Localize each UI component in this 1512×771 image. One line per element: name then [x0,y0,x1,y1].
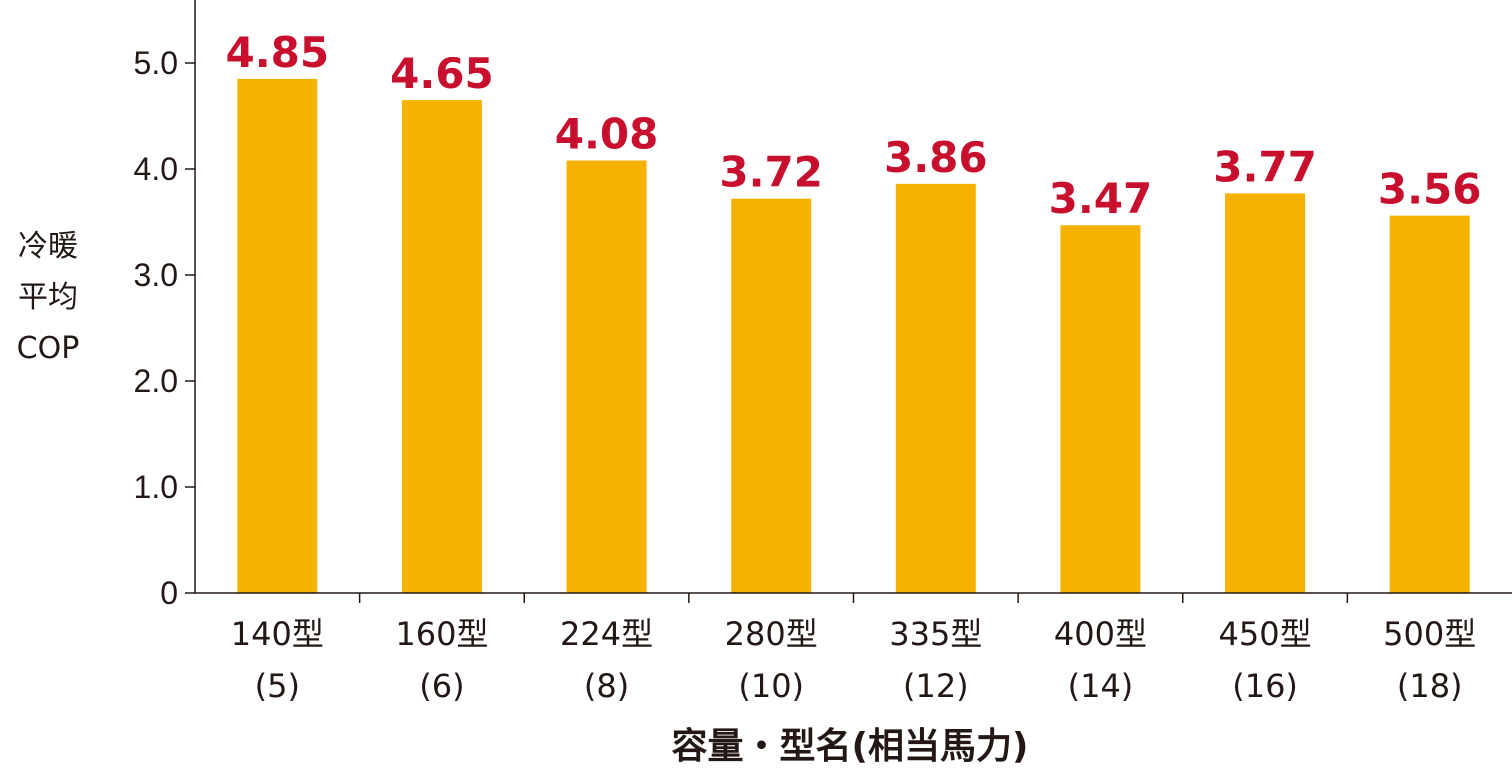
bar-value-label: 3.72 [719,148,823,197]
y-tick-label: 4.0 [134,151,178,187]
x-tick-label: 335型 [889,615,982,653]
bar-value-label: 4.85 [225,28,329,77]
x-tick-label: 400型 [1054,615,1147,653]
bar [731,198,812,593]
bar-value-label: 3.86 [884,133,988,182]
x-axis-ticks: 140型 (5) 160型 (6) 224型 (8) 280型 (10) 335型 (12) 400… [231,593,1476,705]
bar [401,100,482,593]
bar [1060,225,1141,593]
bar [1225,193,1306,593]
x-tick-sublabel: (5) [255,667,300,705]
bar-value-label: 3.56 [1378,165,1482,214]
y-tick-label: 0 [160,575,178,611]
bar [895,183,976,593]
x-tick-label: 160型 [395,615,488,653]
y-tick-label: 5.0 [134,45,178,81]
bar [566,160,647,593]
y-axis-label: 冷暖 平均 COP [17,229,80,366]
y-tick-label: 2.0 [134,363,178,399]
x-tick-label: 500型 [1383,615,1476,653]
x-tick-label: 450型 [1219,615,1312,653]
x-tick-sublabel: (12) [903,667,969,705]
y-tick-label: 3.0 [134,257,178,293]
x-tick-label: 140型 [231,615,324,653]
x-tick-sublabel: (18) [1397,667,1463,705]
bar-value-label: 3.77 [1213,142,1317,191]
y-axis-ticks: 0 1.0 2.0 3.0 4.0 5.0 [134,45,195,611]
x-tick-sublabel: (16) [1232,667,1298,705]
x-tick-sublabel: (10) [738,667,804,705]
y-tick-label: 1.0 [134,469,178,505]
y-axis-label-line: COP [17,331,80,366]
bar [237,78,318,593]
bar-value-label: 3.47 [1049,174,1153,223]
x-axis-label: 容量・型名(相当馬力) [672,726,1029,767]
bar-value-label: 4.65 [390,49,494,98]
x-tick-sublabel: (8) [584,667,629,705]
bar-value-label: 4.08 [555,110,659,159]
x-tick-sublabel: (6) [419,667,464,705]
bar [1389,215,1470,593]
x-tick-sublabel: (14) [1068,667,1134,705]
bar-series [237,78,1470,593]
x-tick-label: 224型 [560,615,653,653]
y-axis-label-line: 冷暖 [18,229,78,264]
value-labels: 4.85 4.65 4.08 3.72 3.86 3.47 3.77 3.56 [225,28,1481,223]
y-axis-label-line: 平均 [18,280,78,315]
x-tick-label: 280型 [725,615,818,653]
